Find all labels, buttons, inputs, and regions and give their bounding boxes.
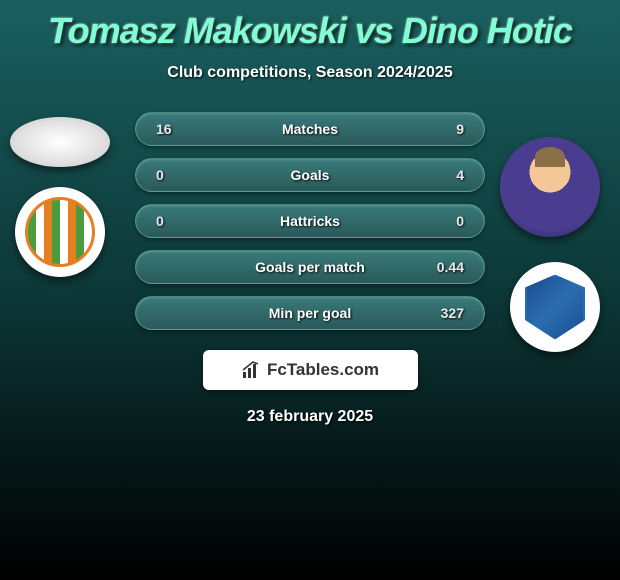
stat-row-min-per-goal: Min per goal 327 bbox=[135, 296, 485, 330]
stat-left-value: 0 bbox=[156, 213, 196, 229]
page-title: Tomasz Makowski vs Dino Hotic bbox=[0, 0, 620, 52]
brand-text: FcTables.com bbox=[267, 360, 379, 380]
date-label: 23 february 2025 bbox=[0, 408, 620, 426]
stat-label: Goals bbox=[196, 167, 424, 183]
stat-row-goals: 0 Goals 4 bbox=[135, 158, 485, 192]
zaglebie-badge-icon bbox=[15, 187, 105, 277]
stats-table: 16 Matches 9 0 Goals 4 0 Hattricks 0 Goa… bbox=[135, 112, 485, 330]
stat-right-value: 0 bbox=[424, 213, 464, 229]
player-left-avatar bbox=[10, 117, 110, 167]
stat-label: Min per goal bbox=[196, 305, 424, 321]
chart-icon bbox=[241, 360, 261, 380]
stat-left-value: 0 bbox=[156, 167, 196, 183]
stat-right-value: 0.44 bbox=[424, 259, 464, 275]
lech-badge-icon bbox=[510, 262, 600, 352]
stat-row-matches: 16 Matches 9 bbox=[135, 112, 485, 146]
stat-left-value: 16 bbox=[156, 121, 196, 137]
stat-label: Goals per match bbox=[196, 259, 424, 275]
brand-badge[interactable]: FcTables.com bbox=[203, 350, 418, 390]
player-right-avatar bbox=[500, 137, 600, 237]
club-left-logo bbox=[15, 187, 125, 277]
stat-right-value: 4 bbox=[424, 167, 464, 183]
stat-label: Matches bbox=[196, 121, 424, 137]
stat-label: Hattricks bbox=[196, 213, 424, 229]
stat-row-goals-per-match: Goals per match 0.44 bbox=[135, 250, 485, 284]
subtitle: Club competitions, Season 2024/2025 bbox=[0, 64, 620, 82]
stat-right-value: 9 bbox=[424, 121, 464, 137]
comparison-area: 16 Matches 9 0 Goals 4 0 Hattricks 0 Goa… bbox=[0, 112, 620, 426]
stat-right-value: 327 bbox=[424, 305, 464, 321]
stat-row-hattricks: 0 Hattricks 0 bbox=[135, 204, 485, 238]
club-right-logo bbox=[510, 262, 610, 362]
